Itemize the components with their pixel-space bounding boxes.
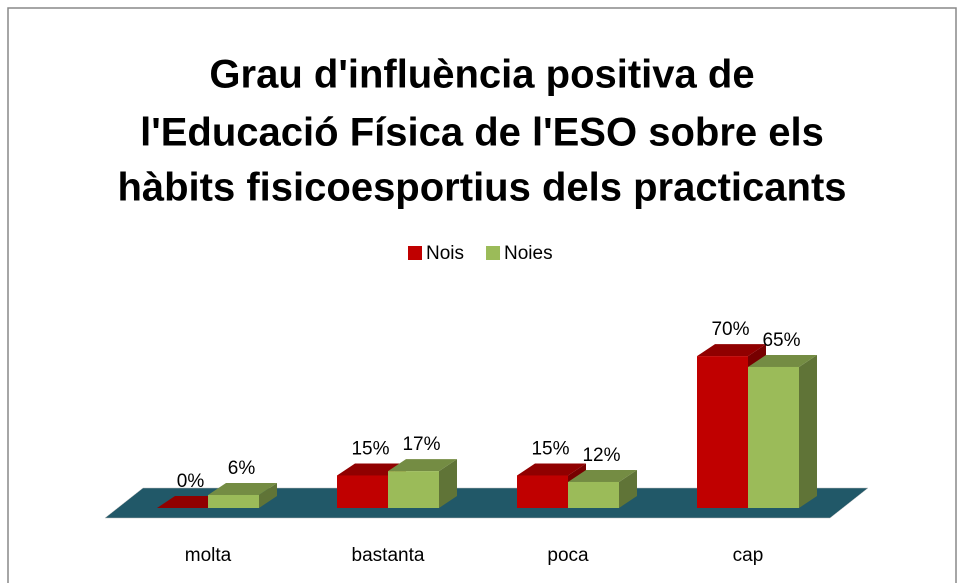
bar xyxy=(208,494,259,508)
bar-top xyxy=(388,459,457,472)
bar xyxy=(748,366,799,508)
bar xyxy=(568,481,619,508)
value-label: 6% xyxy=(228,458,256,479)
bar xyxy=(388,471,439,508)
bar-side xyxy=(799,354,817,508)
bar xyxy=(337,475,388,508)
value-label: 12% xyxy=(582,445,620,466)
bar-top xyxy=(208,482,277,495)
legend-swatch xyxy=(408,246,422,260)
legend-label: Nois xyxy=(426,243,464,264)
x-tick-label: cap xyxy=(733,545,764,566)
value-label: 15% xyxy=(351,438,389,459)
value-label: 0% xyxy=(177,471,205,492)
bar-side xyxy=(259,482,277,508)
bar xyxy=(517,475,568,508)
legend-swatch xyxy=(486,246,501,260)
value-label: 15% xyxy=(531,438,569,459)
chart-title: Grau d'influència positiva de xyxy=(209,53,754,97)
value-label: 65% xyxy=(762,330,800,351)
x-tick-label: bastanta xyxy=(352,545,425,566)
x-tick-label: poca xyxy=(547,545,589,566)
bar-top xyxy=(697,344,766,357)
bar-side xyxy=(619,469,637,508)
value-label: 70% xyxy=(711,319,749,340)
bar-top xyxy=(517,463,586,476)
chart-title: hàbits fisicoesportius dels practicants xyxy=(117,166,846,210)
chart-title: l'Educació Física de l'ESO sobre els xyxy=(140,111,824,155)
legend-label: Noies xyxy=(504,243,553,264)
bar xyxy=(697,356,748,508)
x-tick-label: molta xyxy=(185,545,232,566)
floor xyxy=(104,487,869,519)
value-label: 17% xyxy=(402,434,440,455)
bar-top xyxy=(748,354,817,367)
bar-top xyxy=(568,469,637,482)
bar-side xyxy=(439,459,457,508)
